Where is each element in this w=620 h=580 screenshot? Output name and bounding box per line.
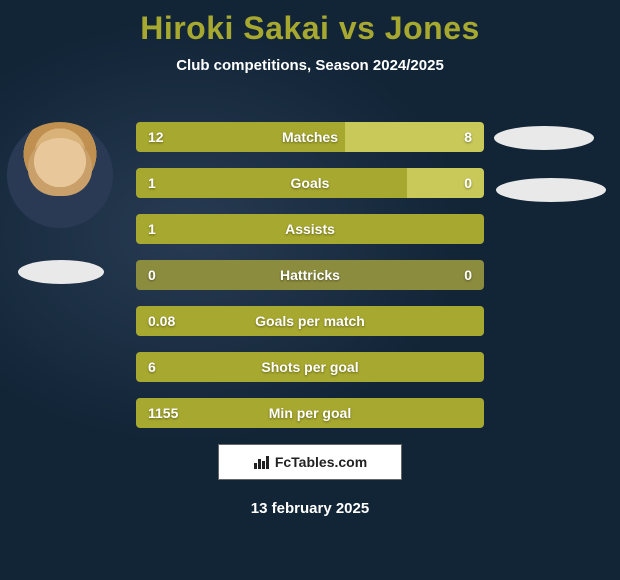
stat-bar	[136, 168, 484, 198]
brand-text: FcTables.com	[275, 454, 367, 470]
stat-bar-left	[136, 260, 484, 290]
stat-bar	[136, 260, 484, 290]
player-avatar-left	[7, 122, 113, 228]
stat-bar	[136, 122, 484, 152]
stat-bar-left	[136, 214, 484, 244]
stats-list: Matches128 Goals10 Assists1 Hattricks00 Goal…	[136, 122, 484, 428]
stat-bar	[136, 306, 484, 336]
stat-bar	[136, 214, 484, 244]
stat-bar-right	[407, 168, 484, 198]
avatar-shadow-right-1	[494, 126, 594, 150]
stat-row: Goals10	[136, 168, 484, 198]
subtitle: Club competitions, Season 2024/2025	[0, 57, 620, 74]
bars-icon	[253, 454, 269, 470]
avatar-shadow-left	[18, 260, 104, 284]
card: Hiroki Sakai vs Jones Club competitions,…	[0, 0, 620, 580]
stat-bar	[136, 398, 484, 428]
date-text: 13 february 2025	[0, 500, 620, 517]
stat-row: Hattricks00	[136, 260, 484, 290]
stat-row: Goals per match0.08	[136, 306, 484, 336]
avatar-shadow-right-2	[496, 178, 606, 202]
stat-bar-left	[136, 122, 345, 152]
stat-row: Assists1	[136, 214, 484, 244]
page-title: Hiroki Sakai vs Jones	[0, 0, 620, 47]
brand-badge[interactable]: FcTables.com	[218, 444, 402, 480]
stat-bar-right	[345, 122, 484, 152]
stat-bar-left	[136, 168, 407, 198]
stat-bar	[136, 352, 484, 382]
stat-bar-left	[136, 398, 484, 428]
stat-row: Matches128	[136, 122, 484, 152]
stat-bar-left	[136, 306, 484, 336]
stat-bar-left	[136, 352, 484, 382]
stat-row: Shots per goal6	[136, 352, 484, 382]
stat-row: Min per goal1155	[136, 398, 484, 428]
